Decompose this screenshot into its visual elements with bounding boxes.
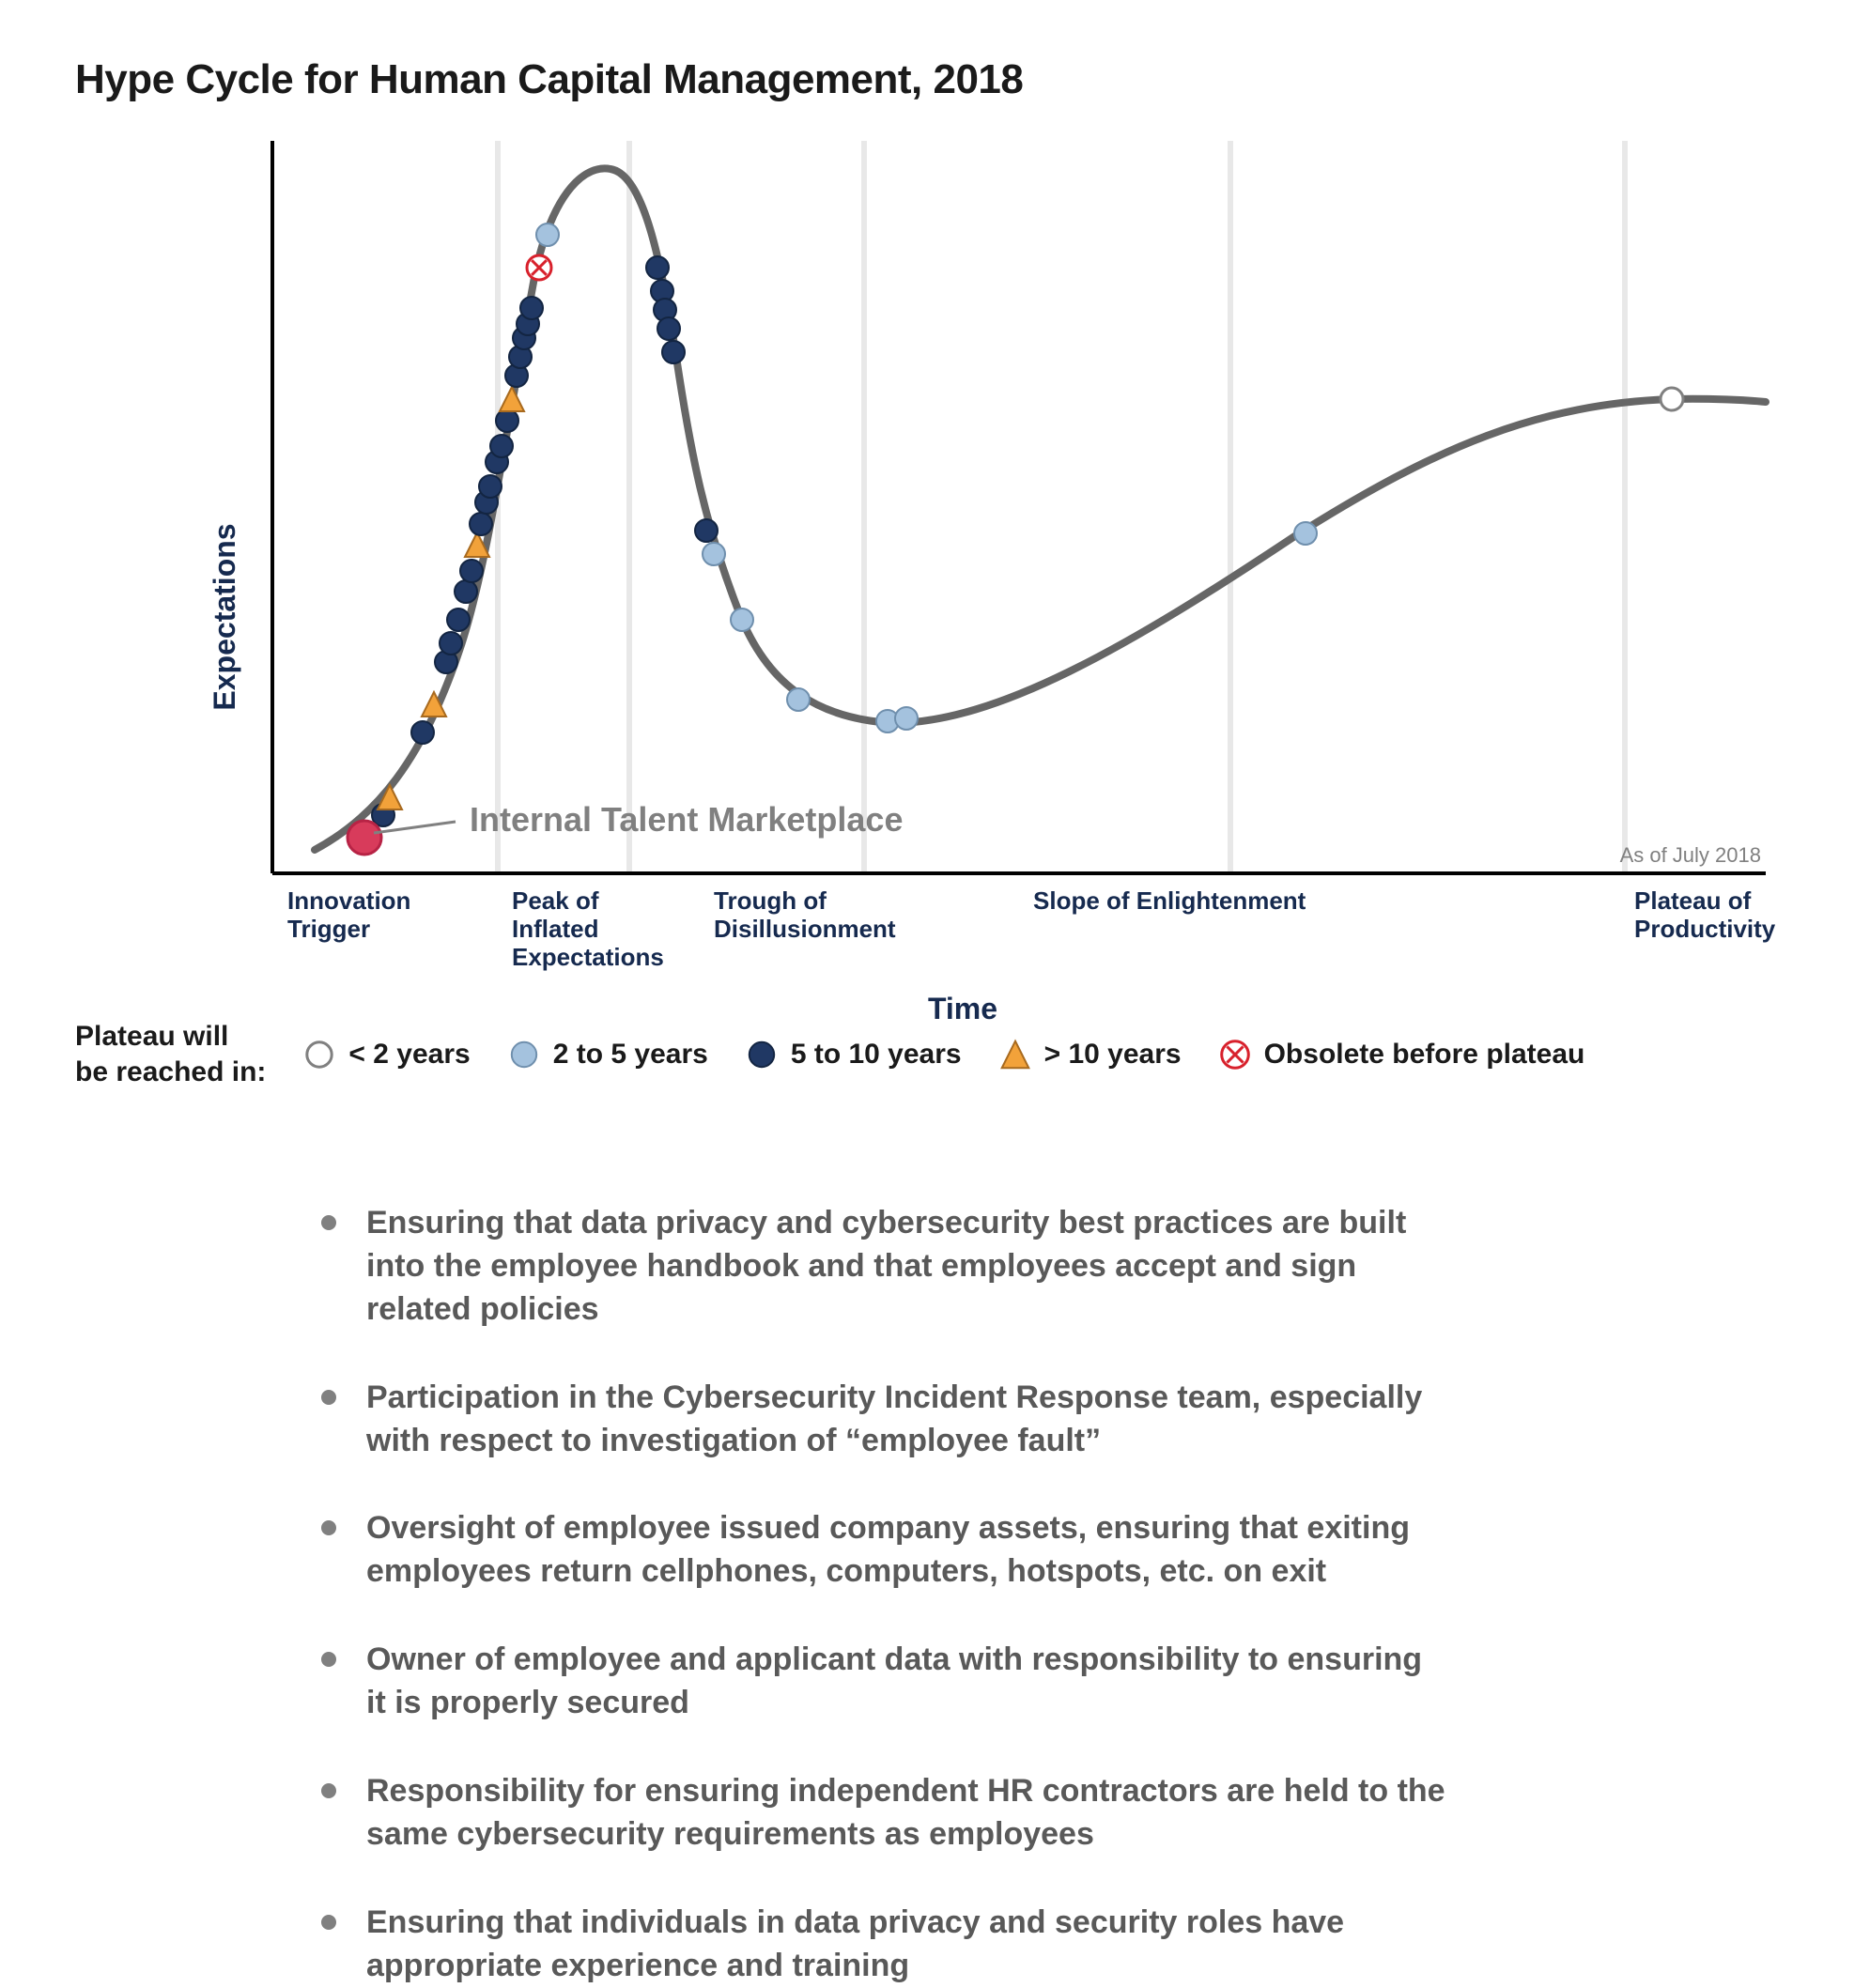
list-item: Participation in the Cybersecurity Incid…	[319, 1377, 1446, 1463]
data-point	[536, 223, 559, 246]
legend-lead-line2: be reached in:	[75, 1056, 266, 1087]
data-point	[455, 580, 477, 603]
phase-label: Peak of	[512, 886, 599, 915]
data-point	[703, 543, 725, 565]
bullet-text: Ensuring that individuals in data privac…	[366, 1902, 1446, 1988]
data-point	[440, 632, 462, 655]
bullet-dot-icon	[319, 1518, 338, 1537]
data-point	[527, 255, 551, 280]
data-point	[520, 297, 543, 319]
bullet-text: Oversight of employee issued company ass…	[366, 1507, 1446, 1594]
x-axis-label: Time	[928, 992, 997, 1025]
list-item: Ensuring that data privacy and cybersecu…	[319, 1202, 1446, 1332]
bullet-text: Responsibility for ensuring independent …	[366, 1770, 1446, 1857]
phase-label: Trigger	[287, 915, 370, 943]
data-point	[447, 609, 470, 631]
data-point	[731, 609, 753, 631]
phase-label: Expectations	[512, 943, 664, 971]
data-point	[490, 435, 513, 457]
bullet-dot-icon	[319, 1213, 338, 1232]
bullet-dot-icon	[319, 1650, 338, 1669]
y-axis-label: Expectations	[208, 523, 241, 710]
chart-svg: Internal Talent MarketplaceExpectationsI…	[75, 122, 1794, 1052]
as-of-label: As of July 2018	[1620, 843, 1761, 867]
data-point	[787, 688, 810, 711]
bullet-list: Ensuring that data privacy and cybersecu…	[319, 1202, 1446, 1988]
data-point	[646, 256, 669, 279]
bullet-text: Participation in the Cybersecurity Incid…	[366, 1377, 1446, 1463]
data-point	[479, 475, 502, 498]
data-point	[411, 721, 434, 744]
list-item: Oversight of employee issued company ass…	[319, 1507, 1446, 1594]
data-point	[1661, 388, 1683, 410]
data-point	[695, 519, 718, 542]
bullet-text: Ensuring that data privacy and cybersecu…	[366, 1202, 1446, 1332]
list-item: Responsibility for ensuring independent …	[319, 1770, 1446, 1857]
data-point	[657, 317, 680, 340]
highlight-marker	[348, 821, 381, 855]
data-point	[470, 513, 492, 535]
data-point	[662, 341, 685, 363]
phase-label: Productivity	[1634, 915, 1776, 943]
data-point	[496, 409, 518, 432]
bullet-dot-icon	[319, 1913, 338, 1932]
callout-label: Internal Talent Marketplace	[470, 800, 903, 839]
phase-label: Slope of Enlightenment	[1033, 886, 1306, 915]
data-point	[1294, 522, 1317, 545]
list-item: Ensuring that individuals in data privac…	[319, 1902, 1446, 1988]
hype-cycle-chart: Internal Talent MarketplaceExpectationsI…	[75, 122, 1794, 986]
bullet-dot-icon	[319, 1781, 338, 1800]
chart-title: Hype Cycle for Human Capital Management,…	[75, 56, 1795, 103]
data-point	[460, 560, 483, 582]
phase-label: Plateau of	[1634, 886, 1752, 915]
list-item: Owner of employee and applicant data wit…	[319, 1639, 1446, 1725]
data-point	[500, 387, 524, 411]
bullet-dot-icon	[319, 1388, 338, 1407]
bullet-text: Owner of employee and applicant data wit…	[366, 1639, 1446, 1725]
phase-label: Innovation	[287, 886, 410, 915]
phase-label: Disillusionment	[714, 915, 896, 943]
phase-label: Inflated	[512, 915, 598, 943]
page: Hype Cycle for Human Capital Management,…	[0, 0, 1870, 1956]
phase-label: Trough of	[714, 886, 827, 915]
data-point	[895, 707, 918, 730]
